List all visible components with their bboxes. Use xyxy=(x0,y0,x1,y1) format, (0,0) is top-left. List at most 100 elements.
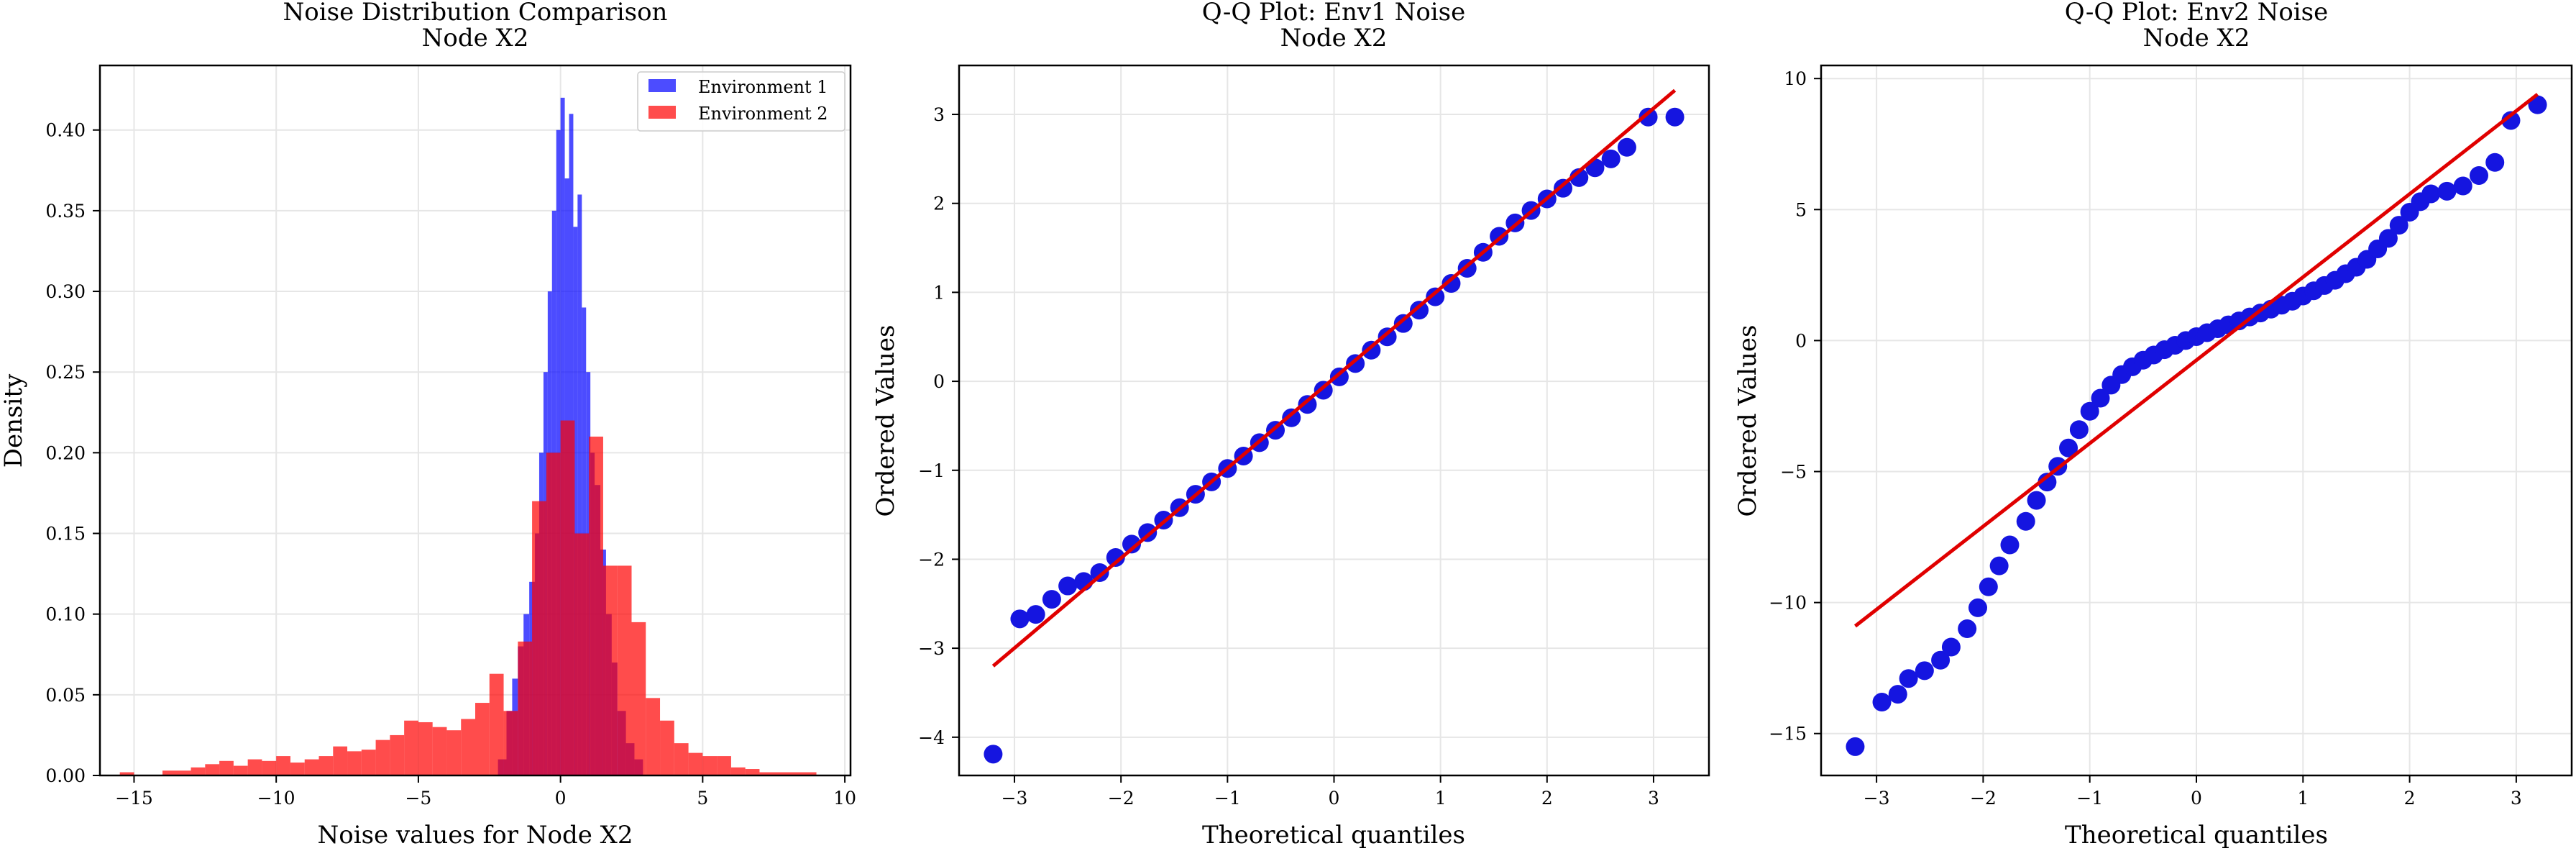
x-tick-label: −3 xyxy=(1001,788,1028,809)
qq-point xyxy=(2069,420,2089,440)
env2-histogram-bar xyxy=(461,719,475,775)
qq-point xyxy=(1569,168,1589,187)
y-tick-label: 0 xyxy=(933,371,945,392)
env2-histogram-bar xyxy=(247,759,262,775)
fit-line-layer xyxy=(1853,93,2539,628)
y-tick-label: 5 xyxy=(1795,199,1807,220)
env2-histogram-bar xyxy=(489,673,504,775)
x-tick-label: −1 xyxy=(2076,788,2103,809)
qq-point xyxy=(1393,314,1413,333)
x-tick-label: −1 xyxy=(1214,788,1241,809)
y-tick-label: 0.40 xyxy=(45,120,86,141)
qq-point xyxy=(2469,165,2488,185)
x-tick-label: −10 xyxy=(257,788,295,809)
env2-histogram-bar xyxy=(560,420,575,775)
y-tick-label: 0.05 xyxy=(45,685,86,706)
x-tick-label: 10 xyxy=(833,788,856,809)
qq-point xyxy=(1010,609,1030,629)
x-tick-label: −2 xyxy=(1108,788,1135,809)
y-tick-label: −1 xyxy=(918,460,945,481)
qq-env1-panel: Q-Q Plot: Env1 Noise Node X2 −3 −2 −1 0 1 2 3 … xyxy=(871,0,1710,850)
env2-histogram-bar xyxy=(475,703,490,775)
env2-histogram-bar xyxy=(602,565,618,775)
env2-histogram-bar xyxy=(318,756,334,775)
chart-subtitle: Node X2 xyxy=(1280,24,1388,53)
env2-histogram-bar xyxy=(276,756,290,775)
qq-point xyxy=(1058,576,1078,596)
x-tick-label: 2 xyxy=(2404,788,2416,809)
x-ticks: −3 −2 −1 0 1 2 3 xyxy=(1864,775,2522,809)
y-tick-label: −3 xyxy=(918,638,945,659)
env2-histogram-bar xyxy=(617,565,632,775)
env2-histogram-bar xyxy=(119,772,134,775)
qq-point xyxy=(1090,563,1109,582)
env2-histogram-bar xyxy=(375,739,390,775)
qq-point xyxy=(1346,354,1365,373)
qq-point xyxy=(1426,287,1445,306)
chart-title: Q-Q Plot: Env2 Noise xyxy=(2065,0,2328,27)
env2-histogram-bar xyxy=(674,743,689,775)
chart-subtitle: Node X2 xyxy=(422,24,529,53)
qq-point xyxy=(2389,216,2408,235)
env2-histogram-bar xyxy=(688,752,703,775)
qq-point xyxy=(2501,111,2521,130)
qq-point xyxy=(2091,388,2110,408)
env2-histogram-bar xyxy=(503,711,518,775)
y-ticks: −15 −10 −5 0 5 10 xyxy=(1769,68,1821,745)
x-tick-label: 0 xyxy=(2191,788,2202,809)
qq-point xyxy=(2016,511,2035,531)
qq-point xyxy=(2080,401,2099,421)
y-ticks: −4 −3 −2 −1 0 1 2 3 xyxy=(918,104,959,748)
env2-histogram-bar xyxy=(191,767,206,775)
env2-histogram-bar xyxy=(361,750,376,775)
legend-label-env2: Environment 2 xyxy=(698,104,828,124)
x-tick-label: −5 xyxy=(405,788,431,809)
qq-env2-panel: Q-Q Plot: Env2 Noise Node X2 −3 −2 −1 0 1 2 3 … xyxy=(1733,0,2573,850)
qq-point xyxy=(2059,438,2078,458)
qq-point xyxy=(2038,473,2057,492)
fit-line-layer xyxy=(991,88,1677,668)
qq-point xyxy=(2453,176,2472,196)
histogram-panel: Noise Distribution Comparison Node X2 −1… xyxy=(0,0,856,850)
qq-point xyxy=(1042,590,1061,609)
legend-label-env1: Environment 1 xyxy=(698,77,828,97)
y-tick-label: 0.35 xyxy=(45,201,86,222)
qq-point xyxy=(1298,395,1317,414)
x-tick-label: 3 xyxy=(1648,788,1659,809)
qq-point xyxy=(1979,577,1998,596)
legend-swatch-env1 xyxy=(648,79,676,92)
env2-histogram-bar xyxy=(631,622,646,775)
y-tick-label: −4 xyxy=(918,727,945,748)
env2-histogram-bar xyxy=(290,763,305,775)
legend: Environment 1 Environment 2 xyxy=(637,71,845,132)
env2-histogram-bar xyxy=(262,760,277,775)
x-axis-label: Theoretical quantiles xyxy=(2065,821,2328,850)
env2-histogram-bar xyxy=(219,760,234,775)
y-tick-label: −5 xyxy=(1780,462,1807,483)
chart-title: Q-Q Plot: Env1 Noise xyxy=(1202,0,1465,27)
qq-point xyxy=(2000,535,2020,555)
y-axis-label: Density xyxy=(0,373,28,468)
env2-histogram-bar xyxy=(546,452,561,775)
chart-subtitle: Node X2 xyxy=(2143,24,2250,53)
qq-point xyxy=(1941,637,1961,657)
env2-histogram-bar xyxy=(745,769,760,775)
env2-histogram-bar xyxy=(660,720,674,775)
y-tick-label: 2 xyxy=(933,194,945,214)
x-tick-label: 1 xyxy=(1435,788,1447,809)
y-tick-label: 0.20 xyxy=(45,442,86,463)
env2-histogram-bar xyxy=(333,746,348,775)
env2-histogram-bar xyxy=(347,751,362,775)
qq-point xyxy=(1665,107,1685,127)
qq-point xyxy=(1958,619,1977,639)
env2-histogram-bar xyxy=(702,756,718,775)
qq-point xyxy=(1378,327,1397,347)
qq-point xyxy=(1989,556,2009,575)
qq-point xyxy=(1638,107,1658,127)
y-tick-label: 0.25 xyxy=(45,362,86,383)
env1-histogram-bar xyxy=(573,227,578,775)
x-tick-label: 0 xyxy=(1329,788,1340,809)
x-tick-label: 5 xyxy=(697,788,708,809)
env2-histogram-bar xyxy=(390,734,405,775)
